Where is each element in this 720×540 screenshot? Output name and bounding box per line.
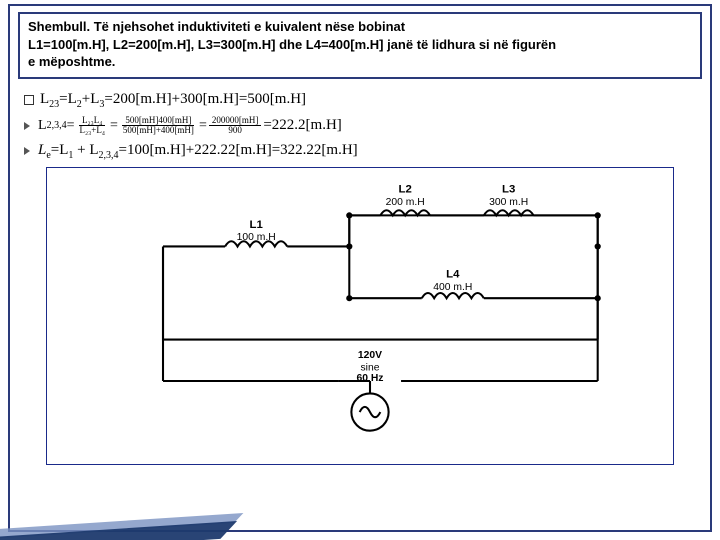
l4-label: L4	[446, 268, 460, 280]
eq2-frac2: 500[mH]400[mH]500[mH]+400[mH]	[120, 116, 197, 136]
circuit-box: L1 100 m.H L2 200 m.H L3 300 m.H L4 400 …	[46, 167, 674, 465]
eq3-s2: 2,3,4	[99, 150, 119, 161]
l1-label: L1	[250, 218, 264, 230]
eq1-t: =200[m.H]+300[m.H]=500[m.H]	[104, 91, 306, 107]
eq2-frac3: 200000[mH]900	[209, 116, 262, 136]
eq1-text: L23=L2+L3=200[m.H]+300[m.H]=500[m.H]	[40, 91, 306, 110]
triangle-bullet-icon	[24, 147, 30, 155]
eq1-a: =L	[59, 91, 77, 107]
eq3-m2: + L	[73, 142, 98, 158]
title-line-1: Shembull. Të njehsohet induktiviteti e k…	[28, 18, 692, 36]
eq2-frac1: L₂₃L₄L₂₃+L₄	[76, 116, 107, 136]
src-v: 120V	[358, 350, 382, 361]
triangle-bullet-icon	[24, 122, 30, 130]
eq2-eq3: =	[199, 118, 207, 134]
eq1-p: +L	[82, 91, 100, 107]
l1-value: 100 m.H	[237, 232, 276, 243]
eq2-eq1: =	[67, 118, 75, 134]
eq1-l: L	[40, 91, 49, 107]
src-sine: sine	[361, 362, 380, 373]
title-line-3: e mëposhtme.	[28, 53, 692, 71]
l2-label: L2	[399, 183, 412, 195]
square-bullet-icon	[24, 95, 34, 105]
circuit-diagram: L1 100 m.H L2 200 m.H L3 300 m.H L4 400 …	[57, 174, 683, 470]
src-hz2: 60 Hz	[357, 373, 384, 384]
eq2-t: =222.2[m.H]	[263, 117, 341, 134]
eq2-s: 2,3,4	[47, 120, 67, 131]
eq2-f2d: 500[mH]+400[mH]	[120, 126, 197, 135]
title-line-2: L1=100[m.H], L2=200[m.H], L3=300[m.H] dh…	[28, 36, 692, 54]
eq3-t: =100[m.H]+222.22[m.H]=322.22[m.H]	[119, 142, 358, 158]
l3-value: 300 m.H	[489, 197, 528, 208]
eq1-s1: 23	[49, 99, 59, 110]
l3-label: L3	[502, 183, 515, 195]
eq2-l: L	[38, 118, 47, 134]
eq2-eq2: =	[110, 118, 118, 134]
equation-1: L23=L2+L3=200[m.H]+300[m.H]=500[m.H]	[24, 91, 696, 110]
problem-title-box: Shembull. Të njehsohet induktiviteti e k…	[18, 12, 702, 79]
decorative-stripes	[0, 470, 260, 540]
eq2-f1d: L₂₃+L₄	[76, 126, 107, 135]
l2-value: 200 m.H	[386, 197, 425, 208]
eq3-m1: =L	[51, 142, 69, 158]
equation-2: L2,3,4 = L₂₃L₄L₂₃+L₄ = 500[mH]400[mH]500…	[24, 116, 696, 136]
equations-area: L23=L2+L3=200[m.H]+300[m.H]=500[m.H] L2,…	[10, 83, 710, 161]
slide-frame: Shembull. Të njehsohet induktiviteti e k…	[8, 4, 712, 532]
eq2-f3d: 900	[225, 126, 245, 135]
eq2-text: L2,3,4 = L₂₃L₄L₂₃+L₄ = 500[mH]400[mH]500…	[38, 116, 342, 136]
equation-3: Le=L1 + L2,3,4=100[m.H]+222.22[m.H]=322.…	[24, 142, 696, 161]
l4-value: 400 m.H	[433, 281, 472, 292]
eq3-text: Le=L1 + L2,3,4=100[m.H]+222.22[m.H]=322.…	[38, 142, 358, 161]
